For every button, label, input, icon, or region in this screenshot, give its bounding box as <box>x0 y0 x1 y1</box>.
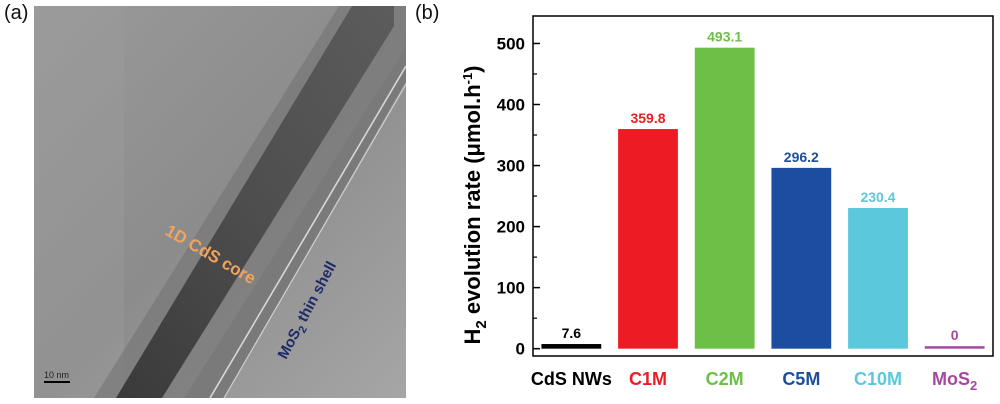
scale-bar-label: 10 nm <box>44 370 69 380</box>
y-axis-label: H2 evolution rate (μmol.h-1) <box>460 65 490 344</box>
bar-value-label: 359.8 <box>630 110 665 126</box>
bar-c1m <box>618 129 678 349</box>
x-tick-label: C5M <box>782 369 820 389</box>
bar-cds-nws <box>541 344 602 349</box>
bar-value-label: 7.6 <box>562 325 582 341</box>
x-tick-label: C1M <box>629 369 667 389</box>
panel-label-b: (b) <box>415 2 440 24</box>
y-tick-label: 200 <box>497 218 525 237</box>
x-tick-label: C2M <box>706 369 744 389</box>
shell-edge-line <box>209 65 406 398</box>
cds-core-rod <box>116 6 394 398</box>
h2-evolution-bar-chart: 0 100 200 300 400 500 7.6 CdS NWs 359.8 C1M 493.1… <box>460 15 994 393</box>
plot-frame <box>532 15 994 357</box>
x-tick-label: CdS NWs <box>531 369 612 389</box>
chart-bars: 7.6 CdS NWs 359.8 C1M 493.1 C2M 296.2 C5M 230.4 C… <box>531 29 985 393</box>
bar-value-label: 296.2 <box>784 149 819 165</box>
y-tick-label: 400 <box>497 96 525 115</box>
bar-c10m <box>848 208 908 349</box>
y-tick-label: 300 <box>497 157 525 176</box>
tem-micrograph: 10 nm 1D CdS core MoS2 thin shell <box>34 6 406 398</box>
x-tick-label: C10M <box>854 369 902 389</box>
bar-value-label: 230.4 <box>860 189 895 205</box>
mos2-shell <box>184 46 406 398</box>
bar-value-label: 0 <box>951 327 959 343</box>
bar-c5m <box>771 167 832 349</box>
bar-mos2 <box>924 346 985 349</box>
x-tick-label: MoS2 <box>932 369 977 393</box>
y-tick-label: 500 <box>497 34 525 53</box>
y-tick-label: 0 <box>516 340 525 359</box>
y-tick-label: 100 <box>497 279 525 298</box>
bar-c2m <box>694 47 755 349</box>
bar-value-label: 493.1 <box>707 29 742 45</box>
panel-label-a: (a) <box>4 2 29 24</box>
chart-axes: 0 100 200 300 400 500 <box>497 15 994 359</box>
